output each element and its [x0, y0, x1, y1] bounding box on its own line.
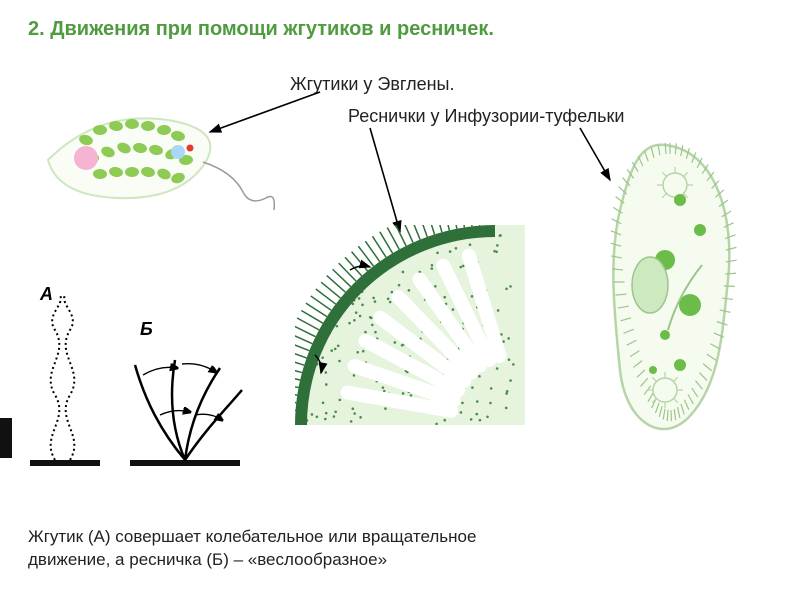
euglena-illustration [28, 100, 278, 220]
nucleus-icon [74, 146, 98, 170]
motion-arrows-icon [143, 364, 222, 420]
cilia-closeup-illustration [295, 225, 525, 425]
helix-a-icon [51, 295, 75, 460]
flagellum-tail-icon [203, 162, 274, 210]
eyespot-icon [187, 145, 194, 152]
label-a: А [39, 284, 53, 304]
label-b: Б [140, 319, 153, 339]
vacuole-icon [171, 145, 185, 159]
label-euglena: Жгутики у Эвглены. [290, 74, 454, 95]
caption-line2: движение, а ресничка (Б) – «веслообразно… [28, 550, 387, 569]
paramecium-illustration [570, 130, 770, 440]
caption-line1: Жгутик (А) совершает колебательное или в… [28, 527, 476, 546]
flagellum-movement-illustration: А Б [10, 280, 260, 480]
label-paramecium: Реснички у Инфузории-туфельки [348, 106, 624, 127]
cilium-b-icon [135, 360, 242, 460]
macronucleus-icon [632, 257, 668, 313]
caption-text: Жгутик (А) совершает колебательное или в… [28, 526, 476, 572]
base-bar-b-icon [130, 460, 240, 466]
section-title: 2. Движения при помощи жгутиков и реснич… [28, 18, 494, 41]
base-bar-a-icon [30, 460, 100, 466]
